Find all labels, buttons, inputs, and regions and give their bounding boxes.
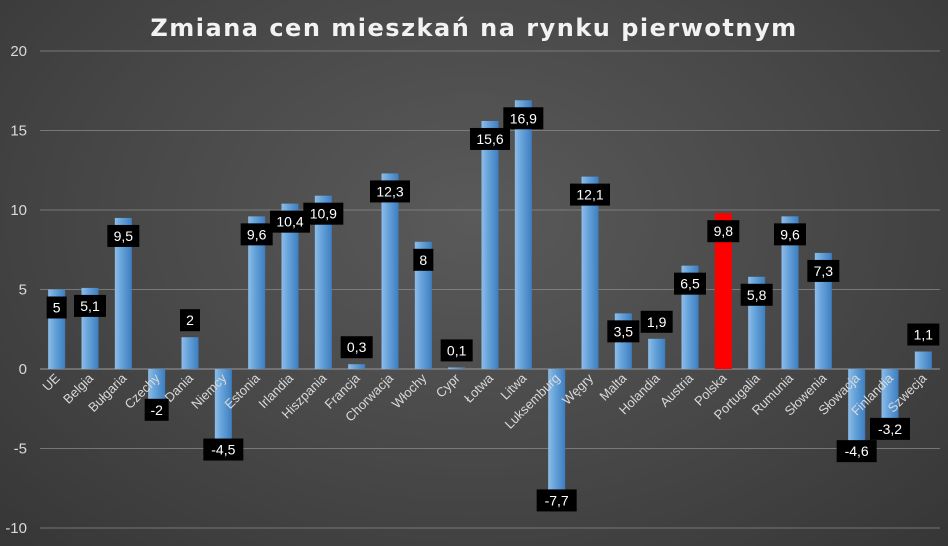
data-label: 10,4	[276, 214, 303, 230]
bar-Czechy	[148, 369, 166, 401]
bar-Węgry	[581, 176, 599, 369]
bar-Holandia	[648, 338, 666, 369]
data-label-box	[570, 183, 610, 206]
bar-Hiszpania	[314, 195, 332, 369]
data-label-box	[180, 309, 200, 332]
data-label-box	[640, 310, 673, 333]
bar-Finlandia	[881, 369, 899, 420]
y-tick-label: -10	[5, 520, 27, 537]
bar-Włochy	[414, 241, 432, 369]
y-axis: -10 -5 0 5 10 15 20	[5, 43, 27, 537]
data-label: 8	[419, 252, 427, 268]
data-label: 2	[186, 312, 194, 328]
data-label-box	[303, 202, 344, 225]
y-tick-label: 0	[19, 361, 27, 378]
bar-Litwa	[514, 100, 532, 369]
data-label: -4,6	[845, 443, 869, 459]
data-label-box	[240, 223, 273, 246]
bars	[48, 100, 932, 492]
bar-Francja	[348, 364, 366, 369]
data-label: 9,8	[714, 223, 734, 239]
data-label-box	[370, 180, 410, 203]
x-tick-label: Cypr	[433, 370, 463, 400]
bar-Szwecja	[914, 351, 932, 369]
data-label-box	[46, 296, 67, 319]
y-tick-label: -5	[14, 441, 27, 458]
bar-Niemcy	[214, 369, 232, 441]
data-label: 9,6	[780, 226, 800, 242]
bar-Cypr	[448, 367, 466, 369]
data-labels: 5 5,1 9,5 -2 2 -4,5 9,6 10,4 10,9 0,3 12,3 8 0,1 15,6…	[46, 107, 940, 512]
data-label: -4,5	[211, 442, 235, 458]
y-tick-label: 15	[10, 123, 27, 140]
data-label-box	[774, 223, 806, 246]
x-tick-label: Łotwa	[461, 370, 497, 406]
data-label-box	[607, 320, 640, 343]
data-label-box	[836, 440, 877, 463]
data-label: -3,2	[878, 421, 902, 437]
data-label-box	[107, 224, 140, 247]
bar-Luksemburg	[548, 369, 566, 492]
data-label: 16,9	[510, 110, 537, 126]
data-label: -7,7	[545, 492, 569, 508]
x-tick-label: Bułgaria	[85, 370, 130, 415]
data-label: 5,8	[747, 287, 767, 303]
bar-Łotwa	[481, 120, 499, 370]
data-label: -2	[150, 402, 163, 418]
data-label-box	[270, 210, 310, 233]
data-label-box	[674, 272, 706, 295]
data-label-box	[203, 438, 244, 461]
x-tick-label: UE	[39, 370, 63, 394]
x-tick-label: Austria	[657, 370, 697, 410]
data-label-box	[503, 107, 544, 130]
data-label: 15,6	[476, 131, 503, 147]
data-label: 9,6	[247, 226, 267, 242]
data-label-box	[740, 283, 773, 306]
data-label-box	[340, 336, 373, 359]
data-label: 12,1	[576, 187, 603, 203]
x-tick-label: Włochy	[389, 370, 430, 411]
data-label-box	[807, 259, 840, 282]
data-label: 0,1	[447, 342, 467, 358]
bar-Bułgaria	[114, 217, 132, 369]
data-label: 0,3	[347, 339, 367, 355]
bar-Irlandia	[281, 203, 299, 369]
data-label-box	[470, 127, 510, 150]
data-label: 6,5	[680, 276, 700, 292]
data-label-box	[536, 489, 577, 512]
data-label: 1,1	[914, 327, 934, 343]
bar-Dania	[181, 337, 199, 369]
data-label: 9,5	[114, 228, 134, 244]
data-label-box	[907, 323, 940, 346]
data-label: 5,1	[80, 298, 100, 314]
y-tick-label: 5	[19, 282, 27, 299]
bar-Chorwacja	[381, 173, 399, 369]
bar-Estonia	[248, 216, 266, 369]
data-label: 12,3	[376, 183, 403, 199]
data-label-box	[707, 220, 740, 243]
data-label: 5	[53, 300, 61, 316]
data-label-box	[74, 294, 106, 317]
data-label-box	[144, 398, 169, 421]
bar-Polska	[714, 213, 732, 369]
bar-Rumunia	[781, 216, 799, 369]
chart-title: Zmiana cen mieszkań na rynku pierwotnym	[150, 14, 797, 42]
data-label: 3,5	[614, 323, 634, 339]
data-label: 1,9	[647, 314, 667, 330]
bar-Słowacja	[848, 369, 866, 443]
bar-Słowenia	[814, 252, 832, 369]
y-tick-label: 20	[10, 43, 27, 60]
data-label: 7,3	[814, 263, 834, 279]
x-axis: UEBelgiaBułgariaCzechyDaniaNiemcyEstonia…	[39, 370, 930, 432]
data-label: 10,9	[310, 206, 337, 222]
data-label-box	[870, 417, 910, 440]
y-tick-label: 10	[10, 202, 27, 219]
data-label-box	[413, 248, 434, 271]
data-label-box	[440, 339, 473, 362]
